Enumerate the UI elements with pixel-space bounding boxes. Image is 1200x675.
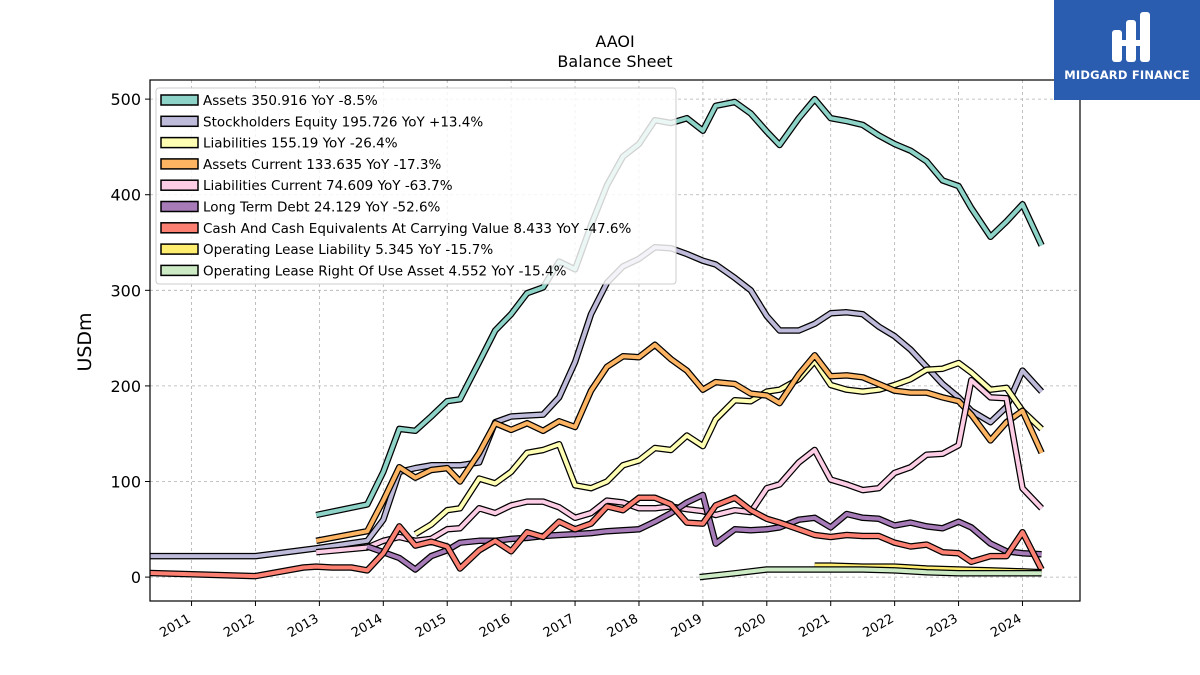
series-stockholders-equity (150, 244, 1045, 560)
legend-entry: Operating Lease Liability 5.345 YoY -15.… (160, 242, 493, 258)
legend-entry: Operating Lease Right Of Use Asset 4.552… (160, 263, 567, 279)
series-liabilities-current (315, 376, 1044, 556)
legend-swatch (160, 222, 199, 234)
series-cash-and-cash-equivalents-at-carrying-value (150, 494, 1045, 580)
series-assets (315, 95, 1045, 519)
x-tick-label: 2019 (669, 611, 705, 641)
x-tick-label: 2021 (797, 611, 833, 641)
x-tick-label: 2012 (221, 611, 257, 641)
series-line (150, 495, 1044, 579)
x-tick-label: 2018 (605, 611, 641, 641)
legend-entry: Liabilities 155.19 YoY -26.4% (160, 136, 398, 152)
series-layer (150, 95, 1045, 581)
x-axis: 2011 2012 2013 2014 2015 2016 2017 2018 2019 2020… (157, 601, 1024, 641)
legend-label: Operating Lease Liability 5.345 YoY -15.… (203, 242, 493, 258)
legend-swatch (160, 264, 199, 277)
x-tick-label: 2015 (413, 611, 449, 641)
legend-swatch (160, 243, 199, 255)
legend-entry: Stockholders Equity 195.726 YoY +13.4% (160, 114, 483, 130)
legend-swatch (160, 115, 199, 128)
logo-text: MIDGARD FINANCE (1064, 68, 1190, 82)
legend-entry: Liabilities Current 74.609 YoY -63.7% (160, 178, 453, 194)
plot-frame (149, 79, 1081, 602)
x-tick-label: 2024 (988, 611, 1024, 641)
y-tick-label: 400 (110, 186, 141, 205)
y-tick-label: 200 (110, 377, 141, 396)
series-assets-current (315, 341, 1045, 544)
y-axis-label: USDm (74, 312, 96, 371)
legend-label: Assets 350.916 YoY -8.5% (203, 93, 378, 109)
legend-swatch (160, 136, 199, 149)
legend-entry: Assets 350.916 YoY -8.5% (160, 93, 378, 109)
series-operating-lease-right-of-use-asset (699, 566, 1042, 581)
legend-entry: Cash And Cash Equivalents At Carrying Va… (160, 221, 631, 237)
legend-box (155, 87, 677, 285)
y-tick-label: 100 (110, 473, 141, 492)
legend-label: Long Term Debt 24.129 YoY -52.6% (203, 200, 441, 216)
y-axis: 0 100 200 300 400 500 (110, 90, 150, 587)
legend-label: Cash And Cash Equivalents At Carrying Va… (203, 221, 631, 237)
x-tick-label: 2016 (477, 611, 513, 641)
legend-entry: Assets Current 133.635 YoY -17.3% (160, 157, 442, 173)
series-line (315, 342, 1044, 543)
series-line (315, 97, 1044, 517)
legend-swatch (160, 158, 199, 170)
legend-label: Operating Lease Right Of Use Asset 4.552… (203, 263, 567, 279)
legend-label: Liabilities Current 74.609 YoY -63.7% (203, 178, 453, 194)
chart-title: AAOI (595, 32, 634, 51)
x-tick-label: 2017 (541, 611, 577, 641)
x-tick-label: 2022 (860, 611, 896, 641)
legend-swatch (160, 94, 199, 106)
legend-swatch (160, 179, 199, 191)
x-tick-label: 2013 (285, 611, 321, 641)
legend-entry: Long Term Debt 24.129 YoY -52.6% (160, 200, 441, 216)
x-tick-label: 2020 (733, 611, 769, 641)
legend-swatch (160, 200, 199, 213)
series-line (316, 378, 1044, 555)
series-line (699, 567, 1042, 580)
x-tick-label: 2014 (349, 611, 385, 641)
series-line (150, 245, 1044, 559)
y-tick-label: 500 (110, 90, 141, 109)
y-tick-label: 0 (131, 568, 141, 587)
legend-label: Liabilities 155.19 YoY -26.4% (203, 136, 398, 152)
legend-label: Assets Current 133.635 YoY -17.3% (203, 157, 442, 173)
legend-label: Stockholders Equity 195.726 YoY +13.4% (203, 114, 483, 130)
x-tick-label: 2023 (924, 611, 960, 641)
logo-mark-icon (1112, 12, 1150, 62)
series-line (414, 359, 1043, 536)
brand-logo: MIDGARD FINANCE (1054, 0, 1200, 100)
x-tick-label: 2011 (157, 611, 193, 641)
legend: Assets 350.916 YoY -8.5% Stockholders Equ… (155, 87, 677, 285)
series-line (366, 492, 1042, 572)
series-liabilities (413, 357, 1044, 537)
y-tick-label: 300 (110, 281, 141, 300)
chart-subtitle: Balance Sheet (557, 52, 672, 71)
series-long-term-debt (366, 491, 1042, 573)
